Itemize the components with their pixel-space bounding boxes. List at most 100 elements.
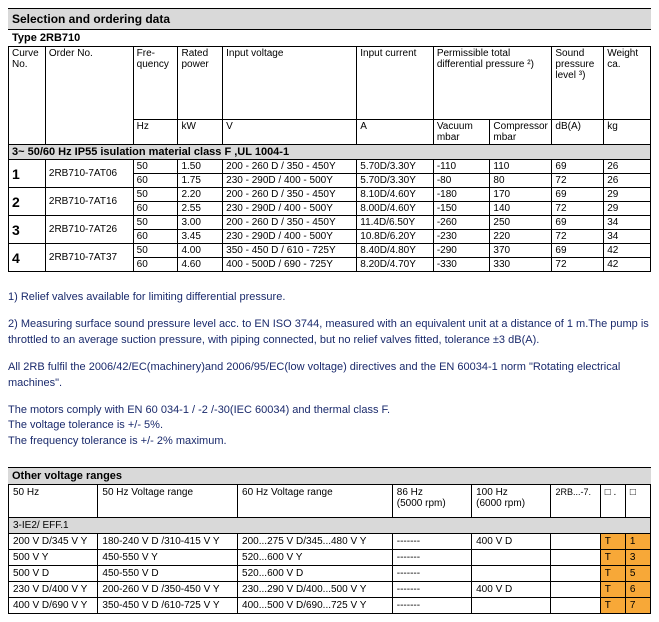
hdr-power: Rated power bbox=[178, 47, 223, 120]
data-cell: 60 bbox=[133, 202, 178, 216]
unit-hz: Hz bbox=[133, 120, 178, 145]
voltage-cell: 450-550 V Y bbox=[98, 550, 238, 566]
data-cell: 72 bbox=[552, 174, 604, 188]
data-cell: -180 bbox=[433, 188, 490, 202]
curve-cell: 2 bbox=[9, 188, 46, 216]
data-cell: 8.00D/4.60Y bbox=[357, 202, 434, 216]
data-cell: 72 bbox=[552, 202, 604, 216]
type-label: Type 2RB710 bbox=[8, 30, 651, 46]
data-cell: 230 - 290D / 400 - 500Y bbox=[223, 230, 357, 244]
voltage-cell: T bbox=[600, 550, 625, 566]
data-cell: 50 bbox=[133, 244, 178, 258]
note-3: All 2RB fulfil the 2006/42/EC(machinery)… bbox=[8, 360, 651, 391]
voltage-cell: 5 bbox=[625, 566, 650, 582]
curve-cell: 3 bbox=[9, 216, 46, 244]
vhdr-0: 50 Hz bbox=[9, 485, 98, 518]
data-cell: 230 - 290D / 400 - 500Y bbox=[223, 202, 357, 216]
vhdr-7: □ bbox=[625, 485, 650, 518]
voltage-cell: ------- bbox=[392, 566, 471, 582]
data-cell: 72 bbox=[552, 230, 604, 244]
data-cell: 3.45 bbox=[178, 230, 223, 244]
note-2: 2) Measuring surface sound pressure leve… bbox=[8, 317, 651, 348]
hdr-perm: Permissible total differential pressure … bbox=[433, 47, 552, 120]
notes-block: 1) Relief valves available for limiting … bbox=[8, 290, 651, 449]
vhdr-2: 60 Hz Voltage range bbox=[238, 485, 393, 518]
unit-a: A bbox=[357, 120, 434, 145]
data-cell: -230 bbox=[433, 230, 490, 244]
data-cell: 230 - 290D / 400 - 500Y bbox=[223, 174, 357, 188]
hdr-sound: Sound pressure level ³) bbox=[552, 47, 604, 120]
data-cell: 8.40D/4.80Y bbox=[357, 244, 434, 258]
voltage-cell: ------- bbox=[392, 534, 471, 550]
data-cell: 5.70D/3.30Y bbox=[357, 160, 434, 174]
data-cell: 2.20 bbox=[178, 188, 223, 202]
vhdr-4: 100 Hz (6000 rpm) bbox=[472, 485, 551, 518]
data-cell: 4.00 bbox=[178, 244, 223, 258]
unit-vacuum: Vacuum mbar bbox=[433, 120, 490, 145]
data-cell: 8.20D/4.70Y bbox=[357, 258, 434, 272]
voltage-cell: ------- bbox=[392, 582, 471, 598]
voltage-cell bbox=[551, 582, 600, 598]
voltage-cell: ------- bbox=[392, 550, 471, 566]
data-cell: -260 bbox=[433, 216, 490, 230]
data-cell: 60 bbox=[133, 174, 178, 188]
voltage-cell: T bbox=[600, 566, 625, 582]
unit-dba: dB(A) bbox=[552, 120, 604, 145]
data-cell: 1.50 bbox=[178, 160, 223, 174]
data-cell: -80 bbox=[433, 174, 490, 188]
voltage-cell bbox=[551, 534, 600, 550]
hdr-inputc: Input current bbox=[357, 47, 434, 120]
order-cell: 2RB710-7AT16 bbox=[45, 188, 133, 216]
data-cell: 400 - 500D / 690 - 725Y bbox=[223, 258, 357, 272]
voltage-cell: 3 bbox=[625, 550, 650, 566]
data-cell: 8.10D/4.60Y bbox=[357, 188, 434, 202]
section-title: Selection and ordering data bbox=[8, 8, 651, 30]
data-cell: -330 bbox=[433, 258, 490, 272]
data-cell: 1.75 bbox=[178, 174, 223, 188]
data-cell: 69 bbox=[552, 244, 604, 258]
data-cell: 350 - 450 D / 610 - 725Y bbox=[223, 244, 357, 258]
unit-v: V bbox=[223, 120, 357, 145]
vhdr-5: 2RB...-7. bbox=[551, 485, 600, 518]
data-cell: 72 bbox=[552, 258, 604, 272]
voltage-cell: T bbox=[600, 598, 625, 614]
voltage-cell: 400 V D/690 V Y bbox=[9, 598, 98, 614]
data-cell: 50 bbox=[133, 216, 178, 230]
data-cell: 4.60 bbox=[178, 258, 223, 272]
data-cell: 42 bbox=[604, 244, 651, 258]
unit-kw: kW bbox=[178, 120, 223, 145]
voltage-cell bbox=[551, 598, 600, 614]
note-1: 1) Relief valves available for limiting … bbox=[8, 290, 651, 305]
voltage-table: 50 Hz 50 Hz Voltage range 60 Hz Voltage … bbox=[8, 484, 651, 614]
voltage-cell: 350-450 V D /610-725 V Y bbox=[98, 598, 238, 614]
order-cell: 2RB710-7AT06 bbox=[45, 160, 133, 188]
hdr-freq: Fre- quency bbox=[133, 47, 178, 120]
unit-kg: kg bbox=[604, 120, 651, 145]
voltage-cell: 230 V D/400 V Y bbox=[9, 582, 98, 598]
voltage-cell: T bbox=[600, 534, 625, 550]
voltage-title: Other voltage ranges bbox=[8, 467, 651, 484]
data-cell: 11.4D/6.50Y bbox=[357, 216, 434, 230]
data-cell: 34 bbox=[604, 216, 651, 230]
main-table: Curve No. Order No. Fre- quency Rated po… bbox=[8, 46, 651, 272]
voltage-cell: 520...600 V Y bbox=[238, 550, 393, 566]
curve-cell: 4 bbox=[9, 244, 46, 272]
data-cell: 200 - 260 D / 350 - 450Y bbox=[223, 188, 357, 202]
voltage-cell bbox=[551, 566, 600, 582]
data-cell: 10.8D/6.20Y bbox=[357, 230, 434, 244]
note-4: The motors comply with EN 60 034-1 / -2 … bbox=[8, 403, 651, 449]
order-cell: 2RB710-7AT26 bbox=[45, 216, 133, 244]
voltage-cell: 230...290 V D/400...500 V Y bbox=[238, 582, 393, 598]
voltage-cell: T bbox=[600, 582, 625, 598]
voltage-cell bbox=[472, 566, 551, 582]
data-cell: 50 bbox=[133, 188, 178, 202]
voltage-cell: 1 bbox=[625, 534, 650, 550]
data-cell: 80 bbox=[490, 174, 552, 188]
voltage-cell bbox=[472, 598, 551, 614]
data-cell: 42 bbox=[604, 258, 651, 272]
unit-compressor: Compressor mbar bbox=[490, 120, 552, 145]
data-cell: 200 - 260 D / 350 - 450Y bbox=[223, 160, 357, 174]
data-cell: 50 bbox=[133, 160, 178, 174]
voltage-band: 3-IE2/ EFF.1 bbox=[9, 518, 651, 534]
voltage-cell: 200 V D/345 V Y bbox=[9, 534, 98, 550]
